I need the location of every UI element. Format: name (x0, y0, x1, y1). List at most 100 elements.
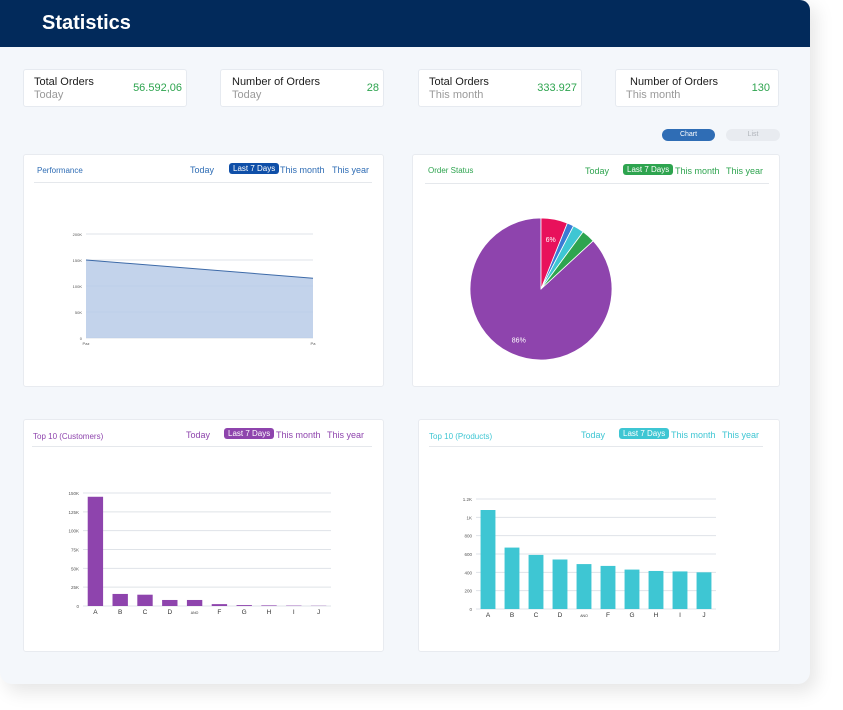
filter-this-year[interactable]: This year (722, 430, 760, 440)
y-tick-label: 200K (73, 232, 83, 237)
filter-this-year[interactable]: This year (726, 166, 764, 176)
y-tick-label: 50K (71, 566, 79, 571)
bar (261, 605, 277, 606)
y-tick-label: 1K (466, 515, 472, 520)
card-divider (429, 446, 763, 447)
bar (696, 572, 712, 609)
top-products-card: Top 10 (Products) Today Last 7 Days This… (418, 419, 780, 652)
card-title: Top 10 (Products) (429, 432, 493, 441)
x-tick-label: Pa (311, 341, 317, 346)
y-tick-label: 50K (75, 310, 82, 315)
x-tick-label: ANO (580, 614, 588, 618)
stat-value: 333.927 (537, 82, 577, 94)
chart-view-button[interactable]: Chart (662, 129, 715, 141)
filter-last-7-days[interactable]: Last 7 Days (623, 164, 674, 175)
filter-last-7-days[interactable]: Last 7 Days (224, 428, 275, 439)
stat-value: 28 (366, 82, 379, 94)
y-tick-label: 0 (80, 336, 83, 341)
bar (112, 593, 128, 606)
stat-label: Total Orders (34, 76, 94, 88)
x-tick-label: J (317, 609, 320, 616)
stat-card-total-orders-month: Total Orders This month 333.927 (418, 69, 582, 107)
stat-label: Number of Orders (232, 76, 321, 88)
x-tick-label: B (510, 612, 514, 619)
performance-card: Performance Today Last 7 Days This month… (23, 154, 384, 387)
y-tick-label: 0 (469, 607, 472, 612)
filter-today[interactable]: Today (581, 430, 606, 440)
y-tick-label: 0 (76, 604, 79, 609)
filter-today[interactable]: Today (190, 165, 215, 175)
x-tick-label: J (702, 612, 705, 619)
x-tick-label: H (267, 609, 272, 616)
x-tick-label: F (217, 609, 221, 616)
y-tick-label: 25K (71, 585, 79, 590)
stat-card-number-of-orders-today: Number of Orders Today 28 (220, 69, 384, 107)
filter-last-7-days[interactable]: Last 7 Days (619, 428, 670, 439)
x-tick-label: F (606, 612, 610, 619)
filter-this-month[interactable]: This month (671, 430, 716, 440)
y-tick-label: 400 (464, 570, 472, 575)
x-tick-label: A (93, 609, 98, 616)
top-customers-bar-chart: 0 25K 50K 75K 100K 125K 150K A B C D ANO F G H I J (68, 491, 331, 616)
bar (137, 594, 153, 606)
bar (480, 510, 496, 609)
y-tick-label: 100K (73, 284, 83, 289)
filter-this-year[interactable]: This year (332, 165, 370, 175)
filter-today[interactable]: Today (186, 430, 211, 440)
area-fill (86, 260, 313, 338)
bar (552, 559, 568, 609)
bar (648, 570, 664, 609)
bar (162, 599, 178, 606)
pie-slice (540, 231, 594, 290)
stat-value: 56.592,06 (133, 82, 182, 94)
x-tick-label: C (534, 612, 539, 619)
y-tick-label: 800 (464, 534, 472, 539)
bar (576, 564, 592, 609)
stat-card-total-orders-today: Total Orders Today 56.592,06 (23, 69, 187, 107)
x-tick-label: G (629, 612, 634, 619)
stat-value: 130 (751, 82, 770, 94)
x-tick-label: I (679, 612, 681, 619)
stat-card-number-of-orders-month: Number of Orders This month 130 (615, 69, 779, 107)
bar (672, 571, 688, 609)
bar (624, 569, 640, 609)
y-tick-label: 600 (464, 552, 472, 557)
bar (236, 605, 252, 606)
pie-slice-label: 86% (512, 338, 526, 345)
stat-period: This month (626, 89, 681, 101)
area-series-line (85, 259, 314, 279)
x-tick-label: D (558, 612, 563, 619)
page-title: Statistics (42, 12, 131, 34)
filter-today[interactable]: Today (585, 166, 610, 176)
x-tick-label: ANO (191, 611, 199, 615)
top-products-bar-chart: 0 200 400 600 800 1K 1.2K A B C D ANO F G H I J (463, 497, 716, 619)
card-title: Top 10 (Customers) (33, 432, 104, 441)
card-title: Performance (37, 166, 83, 175)
y-tick-label: 200 (464, 589, 472, 594)
pie-slice-label: 6% (546, 237, 556, 244)
performance-chart: 0 50K 100K 150K 200K Paz Pa (73, 232, 317, 346)
x-tick-label: C (143, 609, 148, 616)
x-tick-label: A (486, 612, 491, 619)
app-window: Statistics Total Orders Today 56.592,06 … (0, 0, 810, 684)
card-title: Order Status (428, 166, 474, 175)
filter-this-month[interactable]: This month (675, 166, 720, 176)
y-tick-label: 75K (71, 548, 79, 553)
filter-this-year[interactable]: This year (327, 430, 365, 440)
y-tick-label: 150K (68, 491, 79, 496)
x-tick-label: Paz (83, 341, 90, 346)
y-tick-label: 150K (73, 258, 83, 263)
bar (186, 599, 203, 606)
x-tick-label: D (167, 609, 172, 616)
card-divider (32, 446, 372, 447)
x-tick-label: G (242, 609, 247, 616)
filter-this-month[interactable]: This month (276, 430, 321, 440)
bar (87, 496, 104, 606)
bar (600, 565, 616, 609)
y-tick-label: 100K (68, 529, 79, 534)
card-divider (425, 183, 769, 184)
list-view-button[interactable]: List (726, 129, 780, 141)
bar (211, 604, 228, 606)
filter-last-7-days[interactable]: Last 7 Days (229, 163, 280, 174)
filter-this-month[interactable]: This month (280, 165, 325, 175)
